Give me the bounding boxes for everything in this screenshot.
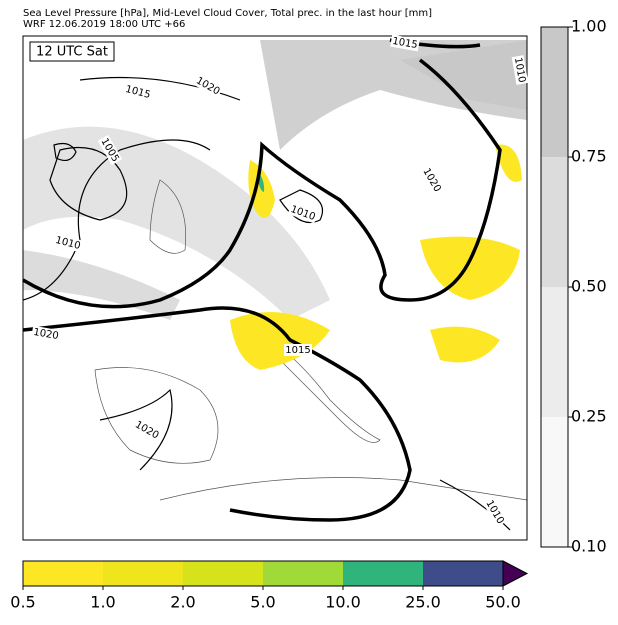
header-line: WRF 12.06.2019 18:00 UTC +66 xyxy=(23,19,185,30)
tick-label: 5.0 xyxy=(250,593,275,612)
colorbar-segment xyxy=(423,561,503,586)
colorbar-segment xyxy=(343,561,423,586)
tick-label: 1.0 xyxy=(90,593,115,612)
time-label: 12 UTC Sat xyxy=(36,45,108,60)
tick-label: 50.0 xyxy=(485,593,521,612)
header-line: Sea Level Pressure [hPa], Mid-Level Clou… xyxy=(23,8,432,19)
tick-label: 2.0 xyxy=(170,593,195,612)
isobar-label-bg xyxy=(131,417,163,443)
colorbar-segment xyxy=(23,561,103,586)
tick-label: 1.00 xyxy=(571,17,607,36)
isobar-label-bg xyxy=(192,73,224,99)
colorbar-segment xyxy=(541,417,568,547)
tick-label: 25.0 xyxy=(405,593,441,612)
colorbar-segment xyxy=(541,157,568,287)
tick-label: 0.75 xyxy=(571,147,607,166)
isobar-label-bg xyxy=(122,82,154,102)
colorbar-segment xyxy=(541,287,568,417)
colorbar-segment xyxy=(263,561,343,586)
map: 12 UTC Sat xyxy=(22,35,528,541)
isobar-label: 1015 xyxy=(285,345,310,356)
isobar-label-bg xyxy=(482,496,508,528)
tick-label: 0.10 xyxy=(571,537,607,556)
tick-label: 0.25 xyxy=(571,407,607,426)
tick-label: 0.50 xyxy=(571,277,607,296)
isobar-label-bg xyxy=(511,55,529,85)
isobar-label: 1015 xyxy=(391,36,418,51)
isobar-label-bg xyxy=(390,34,420,52)
isobar-label-bg xyxy=(419,164,445,196)
isobar-label-bg xyxy=(97,134,123,166)
colorbar-segment xyxy=(183,561,263,586)
isobar-label: 1020 xyxy=(32,327,59,342)
tick-label: 0.5 xyxy=(10,593,35,612)
tick-label: 10.0 xyxy=(325,593,361,612)
colorbar-segment xyxy=(103,561,183,586)
isobar-label: 1010 xyxy=(512,57,527,84)
isobar-label-bg xyxy=(284,344,312,356)
isobar-label-bg xyxy=(31,325,61,343)
colorbar-segment xyxy=(541,27,568,157)
isobar-label-bg xyxy=(287,202,319,224)
colorbar-extend xyxy=(502,560,529,587)
isobar-label-bg xyxy=(52,233,84,253)
